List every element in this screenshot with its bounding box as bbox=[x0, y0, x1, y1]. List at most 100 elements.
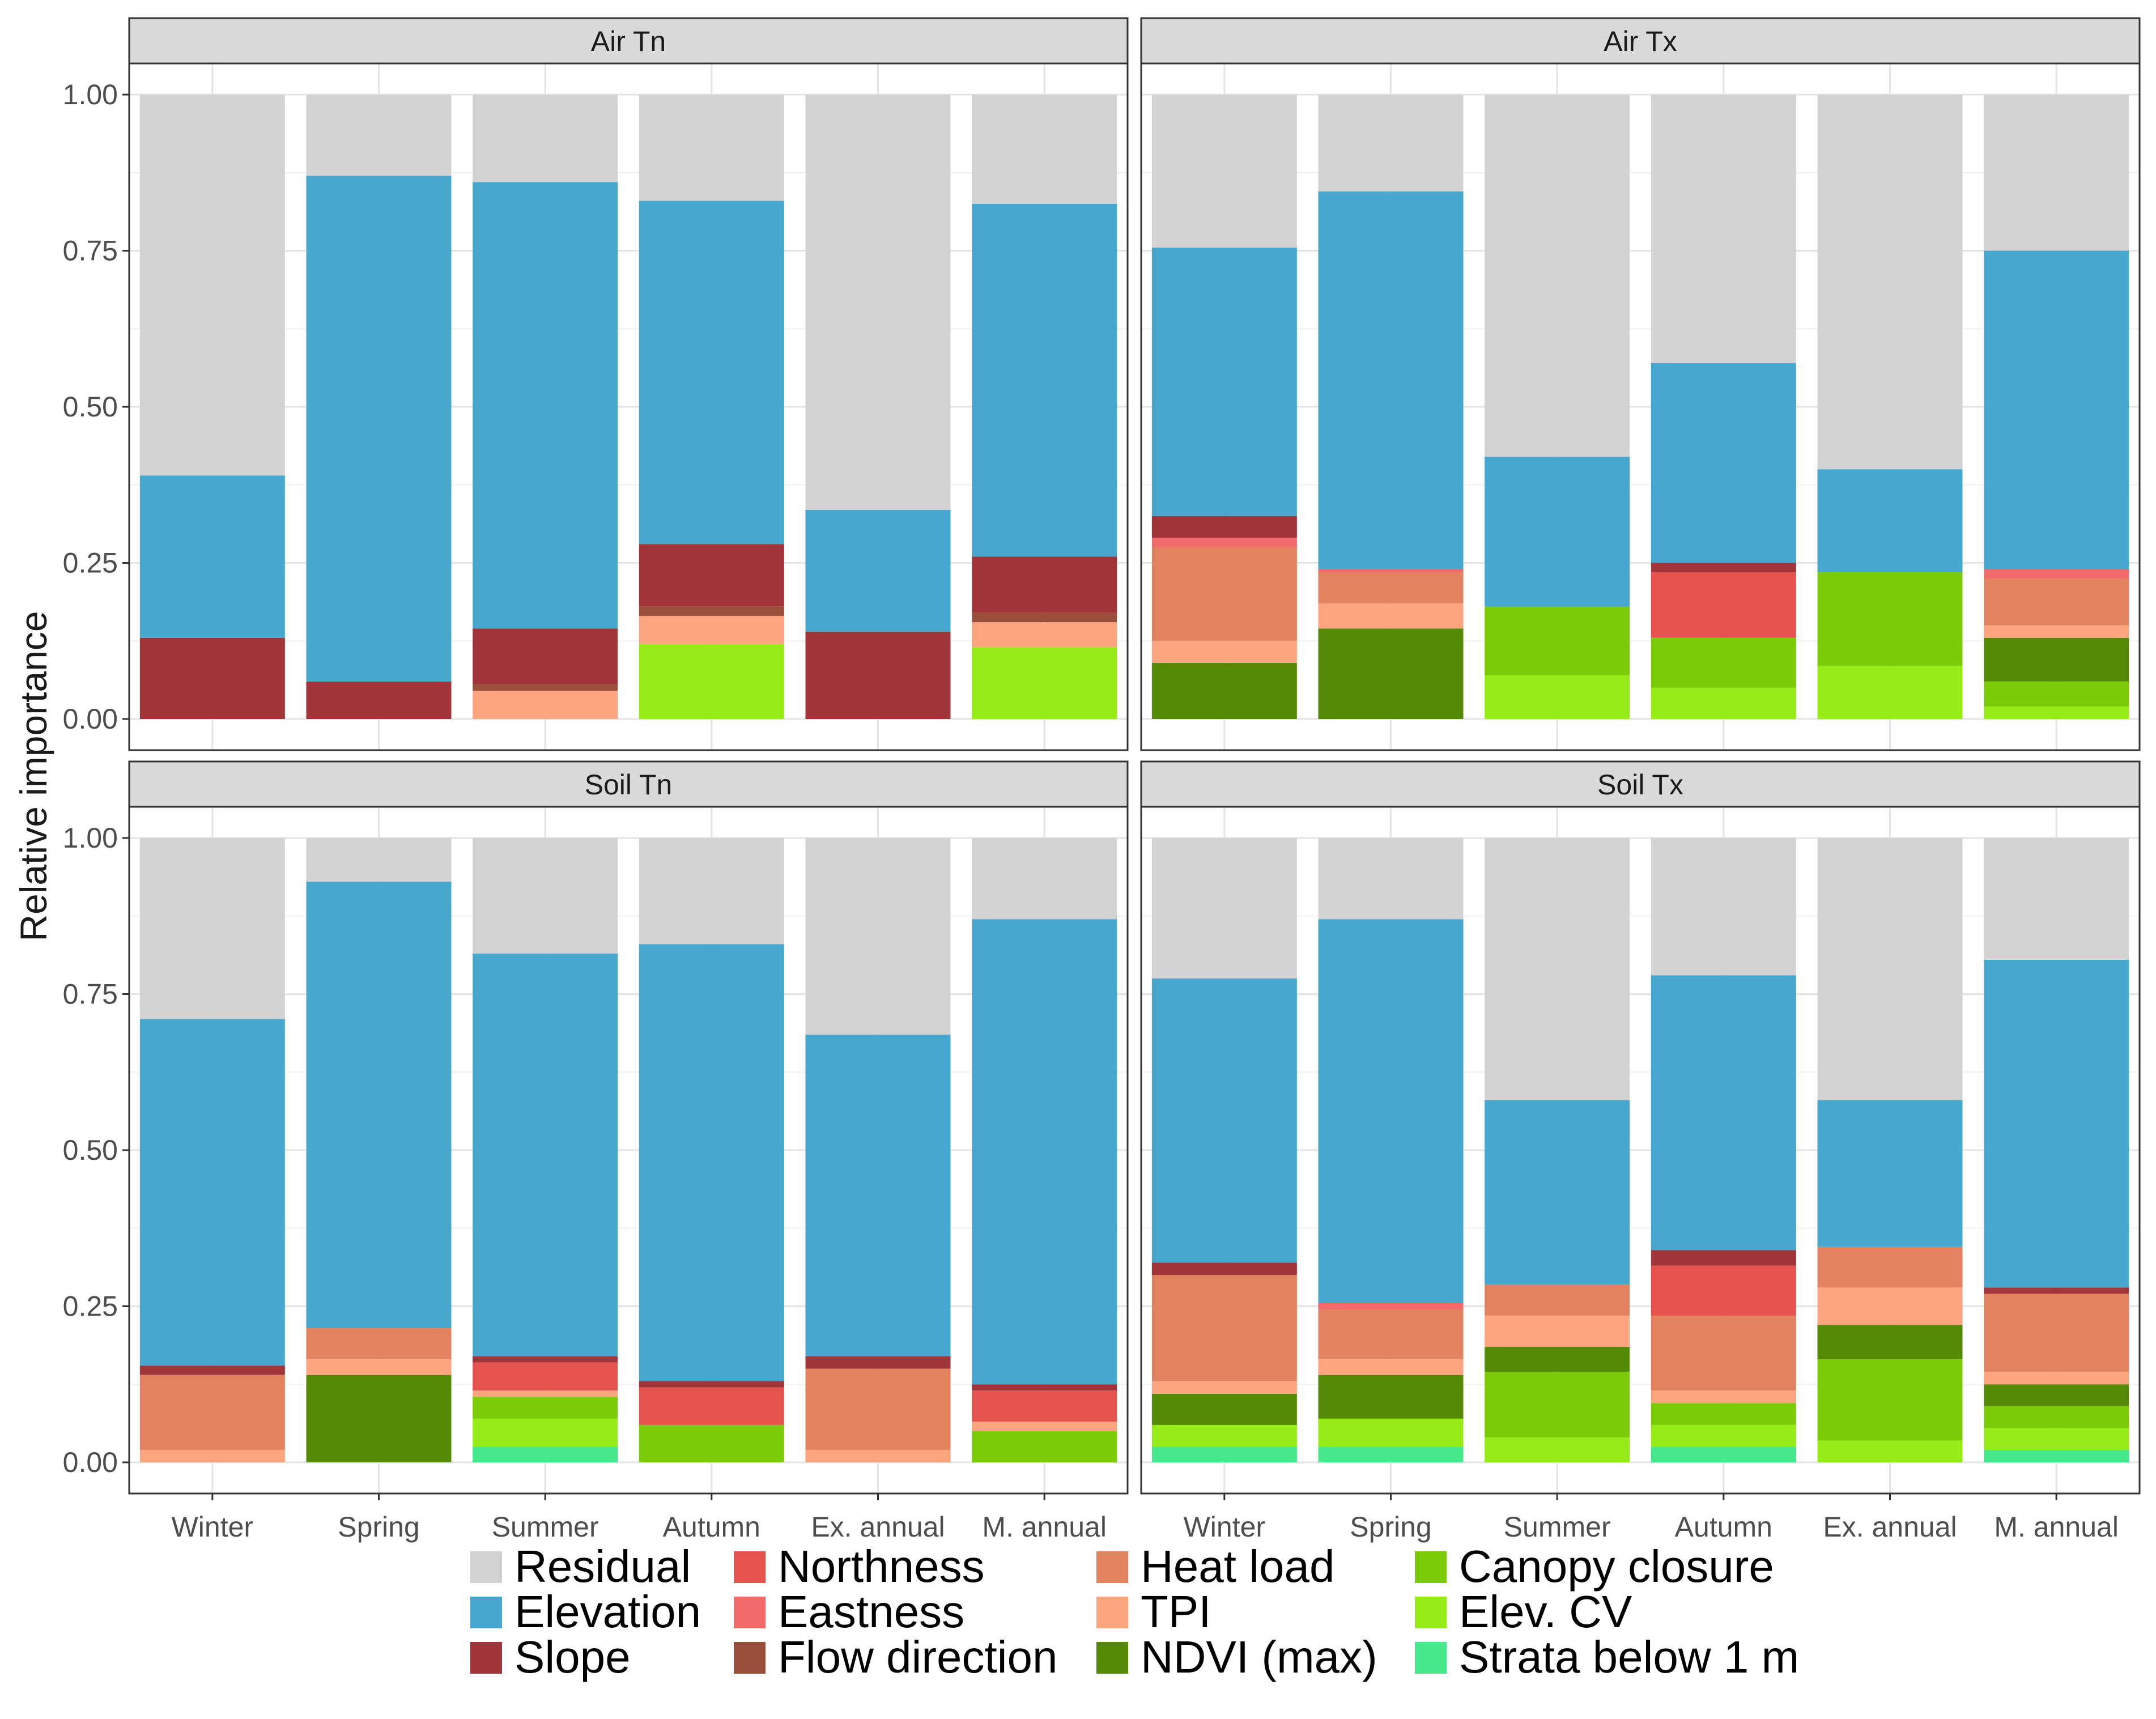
bar-segment: Elevation: 0.525 bbox=[1984, 959, 2129, 1288]
bar-segment: Elev. CV: 0.02 bbox=[1984, 706, 2129, 719]
stacked-bar: Canopy closure: 0.05TPI: 0.015Northness:… bbox=[972, 838, 1117, 1462]
bar-segment: Elevation: 0.455 bbox=[1151, 978, 1297, 1263]
bar-segment: Elevation: 0.515 bbox=[805, 1035, 951, 1356]
bar-segment: Heat load: 0.05 bbox=[1318, 572, 1464, 604]
legend-swatch bbox=[734, 1642, 766, 1674]
bar-segment: Elevation: 0.295 bbox=[1485, 1100, 1630, 1284]
bar-segment: Residual: 0.225 bbox=[1151, 838, 1297, 978]
bar-segment: Elev. CV: 0.035 bbox=[1151, 1424, 1297, 1447]
legend-swatch bbox=[734, 1597, 766, 1628]
bar-segment: Heat load: 0.12 bbox=[139, 1375, 285, 1450]
bar-segment: NDVI (max): 0.04 bbox=[1485, 1347, 1630, 1372]
bar-segment: Residual: 0.22 bbox=[1651, 838, 1796, 976]
bar-segment: Residual: 0.17 bbox=[639, 95, 784, 201]
bar-segment: Flow direction: 0.015 bbox=[972, 612, 1117, 623]
x-tick-label: M. annual bbox=[982, 1511, 1107, 1543]
legend-label: Elev. CV bbox=[1459, 1586, 1632, 1637]
bar-segment: Elevation: 0.165 bbox=[1817, 469, 1963, 573]
legend-swatch bbox=[470, 1551, 502, 1583]
bar-segment: Residual: 0.185 bbox=[473, 838, 618, 954]
stacked-bar: TPI: 0.02Heat load: 0.13Slope: 0.02Eleva… bbox=[805, 838, 951, 1462]
bar-segment: Slope: 0.01 bbox=[473, 1356, 618, 1363]
bar-segment: Residual: 0.61 bbox=[139, 95, 285, 476]
stacked-bar: Strata below 1 m: 0.02Elev. CV: 0.035Can… bbox=[1984, 838, 2129, 1462]
bar-segment: Residual: 0.195 bbox=[1984, 838, 2129, 960]
bar-segment: TPI: 0.025 bbox=[1318, 1359, 1464, 1375]
stacked-bar: Elev. CV: 0.07Canopy closure: 0.11Elevat… bbox=[1485, 95, 1630, 719]
stacked-bar: NDVI (max): 0.14TPI: 0.025Heat load: 0.0… bbox=[306, 838, 452, 1462]
legend-swatch bbox=[470, 1642, 502, 1674]
bar-segment: Slope: 0.14 bbox=[805, 631, 951, 719]
legend-label: Heat load bbox=[1141, 1541, 1334, 1592]
bar-segment: Elev. CV: 0.12 bbox=[639, 644, 784, 719]
bar-segment: Residual: 0.13 bbox=[1318, 838, 1464, 920]
bar-segment: Heat load: 0.075 bbox=[1984, 578, 2129, 626]
legend-swatch bbox=[1096, 1597, 1128, 1628]
stacked-bar: Strata below 1 m: 0.025Elev. CV: 0.045Ca… bbox=[473, 838, 618, 1462]
bar-segment: Slope: 0.02 bbox=[1151, 1262, 1297, 1275]
stacked-bar: Strata below 1 m: 0.025Elev. CV: 0.035Ca… bbox=[1651, 838, 1796, 1462]
bar-segment: TPI: 0.01 bbox=[473, 1390, 618, 1397]
bar-segment: Slope: 0.01 bbox=[972, 1384, 1117, 1391]
bar-segment: Northness: 0.06 bbox=[639, 1387, 784, 1425]
stacked-bar: Slope: 0.13Elevation: 0.26Residual: 0.61 bbox=[139, 95, 285, 719]
bar-segment: NDVI (max): 0.07 bbox=[1318, 1375, 1464, 1419]
bar-segment: Elevation: 0.43 bbox=[1151, 247, 1297, 516]
bar-segment: Elev. CV: 0.035 bbox=[1651, 1424, 1796, 1447]
bar-segment: TPI: 0.04 bbox=[972, 622, 1117, 648]
legend-label: Northness bbox=[778, 1541, 985, 1592]
x-tick-label: Spring bbox=[338, 1511, 420, 1543]
bar-segment: Residual: 0.315 bbox=[805, 838, 951, 1035]
bar-segment: Canopy closure: 0.06 bbox=[639, 1424, 784, 1462]
bar-segment: NDVI (max): 0.14 bbox=[306, 1375, 452, 1462]
bar-segment: TPI: 0.02 bbox=[139, 1449, 285, 1462]
bar-segment: Canopy closure: 0.035 bbox=[473, 1397, 618, 1419]
stacked-bar: Elev. CV: 0.02Canopy closure: 0.04NDVI (… bbox=[1984, 95, 2129, 719]
bar-segment: Slope: 0.09 bbox=[473, 628, 618, 685]
bar-segment: Elevation: 0.715 bbox=[306, 882, 452, 1329]
legend-label: Residual bbox=[514, 1541, 691, 1592]
bar-segment: NDVI (max): 0.05 bbox=[1151, 1393, 1297, 1425]
legend-label: Eastness bbox=[778, 1586, 964, 1637]
y-tick-label: 0.50 bbox=[63, 391, 118, 423]
bar-segment: TPI: 0.02 bbox=[805, 1449, 951, 1462]
bar-segment: Residual: 0.07 bbox=[306, 838, 452, 882]
y-tick-label: 0.50 bbox=[63, 1134, 118, 1166]
bar-segment: Elev. CV: 0.05 bbox=[1651, 687, 1796, 719]
bar-segment: Elevation: 0.195 bbox=[805, 509, 951, 632]
legend-label: Flow direction bbox=[778, 1632, 1058, 1682]
x-tick-label: Spring bbox=[1350, 1511, 1432, 1543]
bar-segment: NDVI (max): 0.035 bbox=[1984, 1384, 2129, 1406]
bar-segment: Elevation: 0.51 bbox=[1984, 250, 2129, 569]
bar-segment: Elevation: 0.235 bbox=[1817, 1100, 1963, 1247]
bar-segment: Eastness: 0.015 bbox=[1984, 569, 2129, 579]
bar-segment: Canopy closure: 0.04 bbox=[1984, 681, 2129, 707]
bar-segment: Heat load: 0.12 bbox=[1651, 1316, 1796, 1391]
bar-segment: Northness: 0.05 bbox=[972, 1390, 1117, 1422]
bar-segment: TPI: 0.045 bbox=[473, 691, 618, 719]
bar-segment: Heat load: 0.17 bbox=[1151, 1275, 1297, 1381]
bar-segment: Residual: 0.6 bbox=[1817, 95, 1963, 470]
legend-item: Elev. CV bbox=[1415, 1586, 1632, 1637]
bar-segment: Slope: 0.09 bbox=[972, 556, 1117, 613]
bar-segment: TPI: 0.035 bbox=[1151, 641, 1297, 663]
bar-segment: Eastness: 0.005 bbox=[1318, 569, 1464, 573]
bar-segment: NDVI (max): 0.055 bbox=[1817, 1325, 1963, 1360]
bar-segment: Residual: 0.665 bbox=[805, 95, 951, 510]
y-tick-label: 0.25 bbox=[63, 547, 118, 579]
bar-segment: Slope: 0.13 bbox=[139, 637, 285, 719]
bar-segment: Elevation: 0.605 bbox=[1318, 191, 1464, 569]
bar-segment: Strata below 1 m: 0.025 bbox=[1651, 1446, 1796, 1462]
facet-title: Air Tn bbox=[591, 25, 666, 57]
bar-segment: Elev. CV: 0.035 bbox=[1984, 1428, 2129, 1450]
bar-segment: NDVI (max): 0.09 bbox=[1151, 662, 1297, 719]
stacked-bar: Elev. CV: 0.085Canopy closure: 0.15Eleva… bbox=[1817, 95, 1963, 719]
bar-segment: Residual: 0.43 bbox=[1651, 95, 1796, 363]
y-tick-label: 0.75 bbox=[63, 978, 118, 1010]
bar-segment: Elev. CV: 0.115 bbox=[972, 647, 1117, 719]
bar-segment: TPI: 0.04 bbox=[1318, 603, 1464, 629]
bar-segment: NDVI (max): 0.145 bbox=[1318, 628, 1464, 719]
bar-segment: Elevation: 0.565 bbox=[972, 203, 1117, 557]
